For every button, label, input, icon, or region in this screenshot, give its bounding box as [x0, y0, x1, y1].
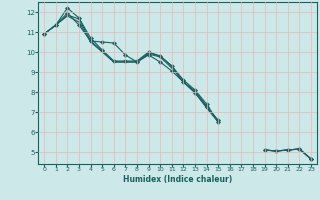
- X-axis label: Humidex (Indice chaleur): Humidex (Indice chaleur): [123, 175, 232, 184]
